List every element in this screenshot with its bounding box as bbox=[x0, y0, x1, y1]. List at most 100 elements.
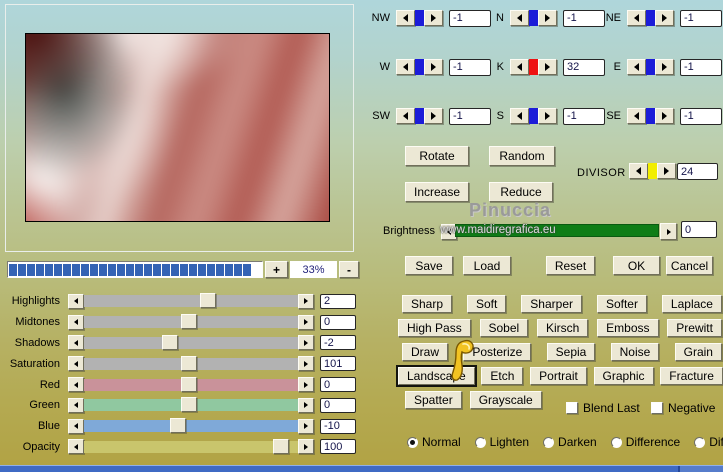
brightness-value-input[interactable]: 0 bbox=[681, 221, 717, 238]
preset-button[interactable]: Prewitt bbox=[667, 319, 722, 337]
preset-button[interactable]: Sharper bbox=[521, 295, 582, 313]
spinner-increment-button[interactable] bbox=[655, 59, 674, 75]
slider-right-arrow-button[interactable] bbox=[298, 356, 314, 372]
zoom-out-button[interactable]: - bbox=[339, 261, 359, 278]
spinner-decrement-button[interactable] bbox=[627, 108, 646, 124]
spinner-increment-button[interactable] bbox=[538, 10, 557, 26]
slider-right-arrow-button[interactable] bbox=[298, 335, 314, 351]
spinner-decrement-button[interactable] bbox=[627, 10, 646, 26]
slider-right-arrow-button[interactable] bbox=[298, 377, 314, 393]
preset-button[interactable]: Etch bbox=[481, 367, 524, 385]
slider-left-arrow-button[interactable] bbox=[68, 439, 84, 455]
spinner-increment-button[interactable] bbox=[424, 10, 443, 26]
spinner-decrement-button[interactable] bbox=[396, 59, 415, 75]
spinner-decrement-button[interactable] bbox=[396, 108, 415, 124]
radio-dot-icon[interactable] bbox=[543, 436, 555, 448]
slider-value-input[interactable]: 101 bbox=[320, 356, 356, 372]
spinner-increment-button[interactable] bbox=[424, 108, 443, 124]
slider-thumb[interactable] bbox=[170, 418, 187, 434]
slider-thumb[interactable] bbox=[180, 397, 197, 413]
spinner-decrement-button[interactable] bbox=[510, 108, 529, 124]
spinner-increment-button[interactable] bbox=[655, 108, 674, 124]
slider-value-input[interactable]: 0 bbox=[320, 377, 356, 393]
preset-button[interactable]: Emboss bbox=[597, 319, 659, 337]
slider-right-arrow-button[interactable] bbox=[298, 397, 314, 413]
slider-thumb[interactable] bbox=[161, 334, 178, 350]
preset-button[interactable]: High Pass bbox=[398, 319, 471, 337]
radio-dot-icon[interactable] bbox=[694, 436, 706, 448]
radio-dot-icon[interactable] bbox=[407, 436, 418, 448]
action-button[interactable]: Reset bbox=[546, 256, 595, 275]
slider-right-arrow-button[interactable] bbox=[298, 418, 314, 434]
brightness-left-arrow-button[interactable] bbox=[441, 224, 457, 240]
slider-left-arrow-button[interactable] bbox=[68, 293, 84, 309]
matrix-value-input[interactable]: -1 bbox=[680, 58, 722, 76]
preset-button[interactable]: Spatter bbox=[405, 391, 462, 409]
zoom-in-button[interactable]: + bbox=[265, 261, 288, 278]
preset-button[interactable]: Sobel bbox=[479, 319, 529, 337]
spinner-increment-button[interactable] bbox=[538, 108, 557, 124]
slider-track[interactable] bbox=[84, 418, 298, 434]
spinner-decrement-button[interactable] bbox=[629, 163, 648, 179]
random-button[interactable]: Random bbox=[489, 146, 555, 166]
matrix-value-input[interactable]: -1 bbox=[680, 9, 722, 27]
preset-button[interactable]: Laplace bbox=[661, 295, 722, 313]
matrix-value-input[interactable]: -1 bbox=[563, 9, 605, 27]
blend-mode-radio[interactable]: Normal bbox=[407, 435, 461, 449]
slider-left-arrow-button[interactable] bbox=[68, 418, 84, 434]
slider-track[interactable] bbox=[84, 376, 298, 392]
slider-left-arrow-button[interactable] bbox=[68, 377, 84, 393]
slider-value-input[interactable]: -10 bbox=[320, 418, 356, 434]
slider-thumb[interactable] bbox=[180, 355, 197, 371]
slider-thumb[interactable] bbox=[200, 293, 217, 309]
radio-dot-icon[interactable] bbox=[474, 436, 486, 448]
slider-track[interactable] bbox=[84, 314, 298, 330]
spinner-decrement-button[interactable] bbox=[510, 59, 529, 75]
blend-mode-radio[interactable]: Lighten bbox=[474, 435, 529, 449]
slider-right-arrow-button[interactable] bbox=[298, 439, 314, 455]
action-button[interactable]: Cancel bbox=[666, 256, 713, 275]
preset-button[interactable]: Draw bbox=[402, 343, 449, 361]
spinner-increment-button[interactable] bbox=[424, 59, 443, 75]
preset-button[interactable]: Sharp bbox=[402, 295, 453, 313]
matrix-value-input[interactable]: -1 bbox=[680, 107, 722, 125]
spinner-decrement-button[interactable] bbox=[510, 10, 529, 26]
slider-thumb[interactable] bbox=[272, 438, 289, 454]
slider-left-arrow-button[interactable] bbox=[68, 356, 84, 372]
slider-track[interactable] bbox=[84, 293, 298, 309]
preset-button[interactable]: Softer bbox=[596, 295, 647, 313]
spinner-decrement-button[interactable] bbox=[396, 10, 415, 26]
preset-button[interactable]: Landscape bbox=[398, 367, 475, 385]
slider-left-arrow-button[interactable] bbox=[68, 335, 84, 351]
slider-thumb[interactable] bbox=[180, 376, 197, 392]
matrix-value-input[interactable]: 32 bbox=[563, 58, 605, 76]
radio-dot-icon[interactable] bbox=[610, 436, 622, 448]
brightness-right-arrow-button[interactable] bbox=[660, 223, 677, 240]
spinner-increment-button[interactable] bbox=[538, 59, 557, 75]
reduce-button[interactable]: Reduce bbox=[489, 182, 553, 202]
rotate-button[interactable]: Rotate bbox=[405, 146, 469, 166]
slider-left-arrow-button[interactable] bbox=[68, 397, 84, 413]
spinner-increment-button[interactable] bbox=[655, 10, 674, 26]
preset-button[interactable]: Graphic bbox=[593, 367, 654, 385]
spinner-increment-button[interactable] bbox=[657, 163, 676, 179]
slider-value-input[interactable]: -2 bbox=[320, 335, 356, 351]
checkbox-box-icon[interactable] bbox=[651, 402, 663, 414]
preset-button[interactable]: Fracture bbox=[660, 367, 723, 385]
slider-thumb[interactable] bbox=[180, 314, 197, 330]
slider-right-arrow-button[interactable] bbox=[298, 293, 314, 309]
slider-value-input[interactable]: 2 bbox=[320, 293, 356, 309]
checkbox[interactable]: Blend Last bbox=[566, 401, 640, 415]
slider-track[interactable] bbox=[84, 334, 298, 350]
slider-track[interactable] bbox=[84, 397, 298, 413]
matrix-value-input[interactable]: -1 bbox=[449, 9, 491, 27]
preset-button[interactable]: Noise bbox=[610, 343, 660, 361]
checkbox-box-icon[interactable] bbox=[566, 402, 578, 414]
spinner-decrement-button[interactable] bbox=[627, 59, 646, 75]
slider-right-arrow-button[interactable] bbox=[298, 314, 314, 330]
increase-button[interactable]: Increase bbox=[405, 182, 469, 202]
slider-value-input[interactable]: 100 bbox=[320, 439, 356, 455]
preset-button[interactable]: Soft bbox=[466, 295, 507, 313]
blend-mode-radio[interactable]: Diffuse bbox=[694, 435, 723, 449]
blend-mode-radio[interactable]: Difference bbox=[610, 435, 680, 449]
